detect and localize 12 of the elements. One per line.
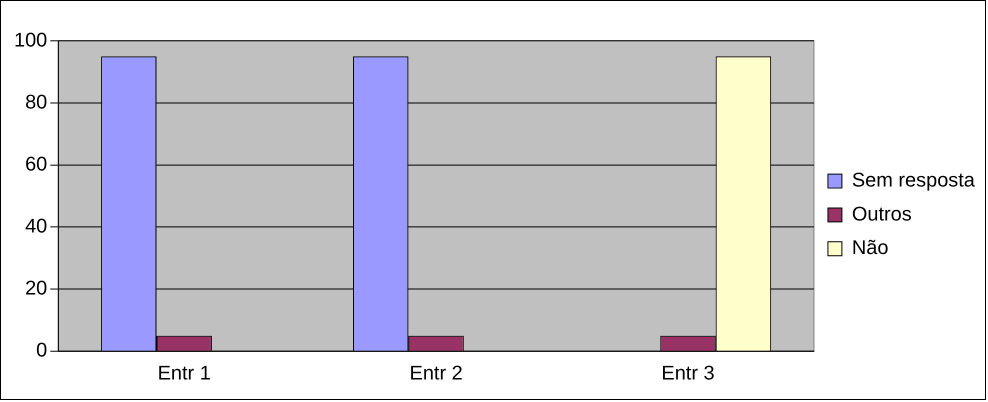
y-tick-label: 0	[36, 340, 48, 362]
y-tick-label: 80	[25, 91, 48, 114]
legend-label: Não	[852, 237, 888, 260]
y-tick-label: 40	[25, 216, 48, 238]
y-tick-label: 60	[25, 153, 48, 176]
x-tick-label: Entr 3	[661, 362, 715, 385]
y-tick-label: 20	[25, 278, 48, 300]
y-tick-label: 100	[14, 29, 48, 52]
legend-label: Outros	[852, 203, 912, 226]
x-tick-label: Entr 2	[410, 362, 463, 385]
x-tick-label: Entr 1	[158, 362, 211, 385]
legend-label: Sem resposta	[852, 170, 976, 192]
